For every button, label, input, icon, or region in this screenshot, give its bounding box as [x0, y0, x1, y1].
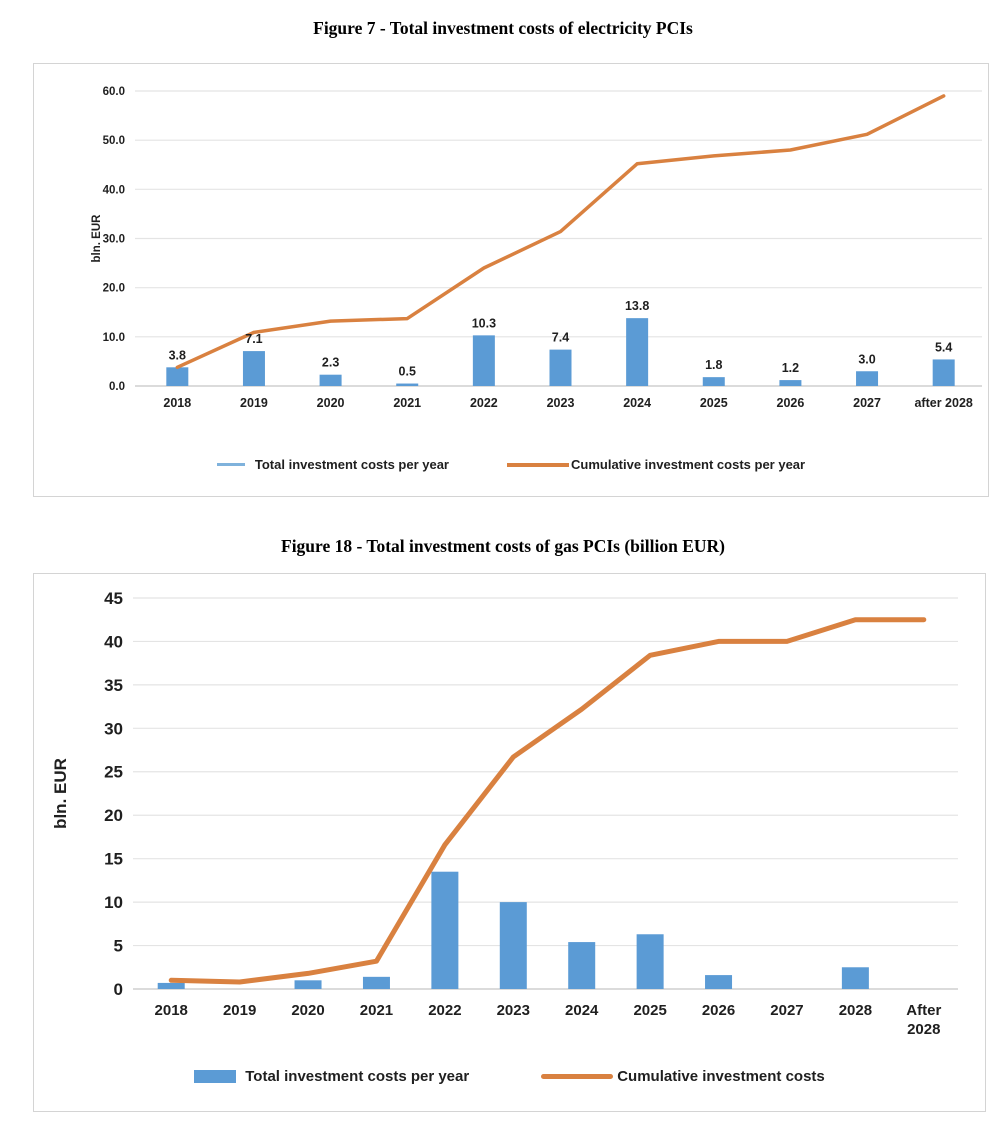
gas-legend: Total investment costs per year Cumulati… [34, 1068, 985, 1085]
svg-text:2028: 2028 [839, 1002, 872, 1019]
svg-text:2019: 2019 [223, 1002, 256, 1019]
legend-label: Total investment costs per year [254, 457, 449, 472]
svg-text:10: 10 [104, 893, 123, 912]
legend-item-total-investment: Total investment costs per year [216, 457, 449, 472]
orange-line-swatch-icon [507, 462, 569, 467]
svg-text:2020: 2020 [317, 396, 345, 410]
svg-text:10.0: 10.0 [103, 332, 125, 344]
svg-text:10.3: 10.3 [472, 316, 496, 330]
svg-text:2018: 2018 [163, 396, 191, 410]
svg-text:30.0: 30.0 [103, 234, 125, 246]
svg-text:30: 30 [104, 719, 123, 738]
svg-text:5: 5 [114, 937, 123, 956]
svg-text:2027: 2027 [853, 396, 881, 410]
electricity-chart-panel: 0.0 10.0 20.0 30.0 40.0 50.0 60.0 bln. EUR 3.8 7.… [33, 63, 989, 497]
svg-text:7.1: 7.1 [245, 332, 262, 346]
svg-text:2023: 2023 [497, 1002, 530, 1019]
svg-text:2020: 2020 [291, 1002, 324, 1019]
legend-item-total-investment: Total investment costs per year [194, 1068, 469, 1085]
svg-text:2.3: 2.3 [322, 356, 339, 370]
svg-text:2026: 2026 [702, 1002, 735, 1019]
legend-label: Cumulative investment costs [617, 1068, 825, 1085]
svg-text:3.8: 3.8 [169, 348, 186, 362]
svg-text:3.0: 3.0 [858, 352, 875, 366]
svg-text:2027: 2027 [770, 1002, 803, 1019]
svg-text:50.0: 50.0 [103, 135, 125, 147]
svg-text:20: 20 [104, 806, 123, 825]
svg-text:2026: 2026 [777, 396, 805, 410]
svg-text:1.2: 1.2 [782, 361, 799, 375]
svg-text:2022: 2022 [470, 396, 498, 410]
svg-text:7.4: 7.4 [552, 331, 569, 345]
svg-text:0.5: 0.5 [399, 365, 416, 379]
svg-text:5.4: 5.4 [935, 340, 952, 354]
figure7-title: Figure 7 - Total investment costs of ele… [313, 18, 693, 38]
legend-label: Total investment costs per year [245, 1068, 470, 1085]
figure18-title: Figure 18 - Total investment costs of ga… [281, 536, 725, 556]
svg-text:13.8: 13.8 [625, 299, 649, 313]
svg-text:2022: 2022 [428, 1002, 461, 1019]
svg-text:after 2028: after 2028 [914, 396, 972, 410]
electricity-legend: Total investment costs per year Cumulati… [34, 457, 988, 472]
svg-text:15: 15 [104, 850, 123, 869]
svg-text:0.0: 0.0 [109, 381, 125, 393]
legend-label: Cumulative investment costs per year [571, 457, 806, 472]
svg-text:2018: 2018 [155, 1002, 188, 1019]
svg-text:2021: 2021 [393, 396, 421, 410]
svg-text:2025: 2025 [700, 396, 728, 410]
legend-item-cumulative-investment: Cumulative investment costs per year [507, 457, 805, 472]
svg-text:25: 25 [104, 763, 123, 782]
legend-item-cumulative-investment: Cumulative investment costs [541, 1068, 825, 1085]
electricity-bar-line-chart: 0.0 10.0 20.0 30.0 40.0 50.0 60.0 bln. EUR 3.8 7.… [91, 86, 982, 410]
blue-bar-swatch-icon [194, 1070, 237, 1083]
svg-text:35: 35 [104, 676, 123, 695]
svg-text:2024: 2024 [623, 396, 651, 410]
svg-text:45: 45 [104, 589, 123, 608]
svg-text:2019: 2019 [240, 396, 268, 410]
svg-text:bln. EUR: bln. EUR [91, 214, 103, 263]
svg-text:40: 40 [104, 632, 123, 651]
svg-text:2023: 2023 [547, 396, 575, 410]
svg-text:2021: 2021 [360, 1002, 393, 1019]
svg-text:40.0: 40.0 [103, 184, 125, 196]
orange-line-swatch-icon [541, 1074, 614, 1079]
svg-text:bln. EUR: bln. EUR [51, 758, 70, 829]
gas-chart-panel: 0 5 10 15 20 25 30 35 40 45 bln. EUR 2018 2019 2020 20… [33, 573, 986, 1112]
svg-text:20.0: 20.0 [103, 283, 125, 295]
svg-text:1.8: 1.8 [705, 358, 722, 372]
svg-text:2024: 2024 [565, 1002, 599, 1019]
blue-line-swatch-icon [216, 463, 245, 466]
svg-text:0: 0 [114, 980, 123, 999]
svg-text:60.0: 60.0 [103, 86, 125, 98]
svg-text:2025: 2025 [633, 1002, 666, 1019]
